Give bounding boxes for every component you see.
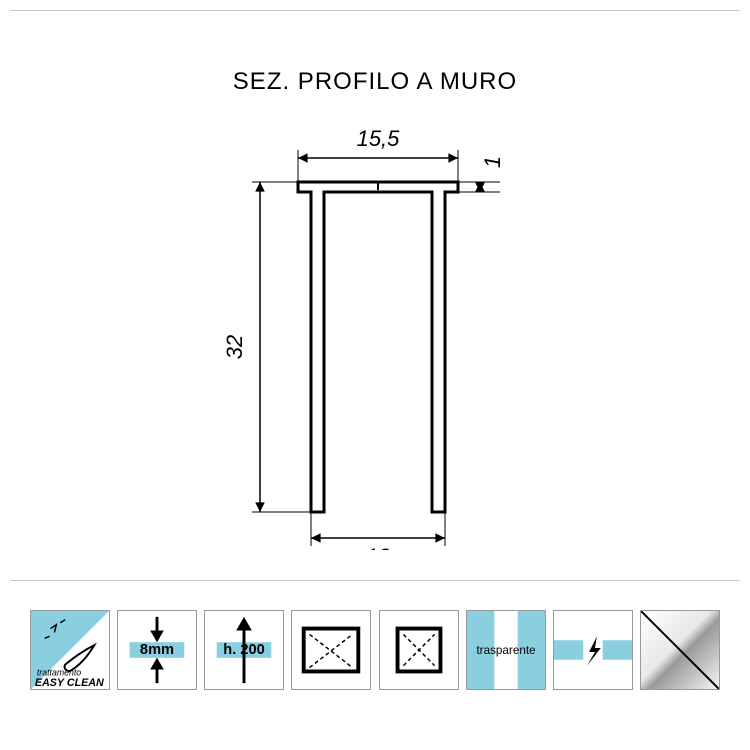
icon-bolt: [553, 610, 633, 690]
icon-height-label: h. 200: [224, 642, 265, 658]
icon-thickness-label: 8mm: [140, 642, 174, 658]
dim-outer-width: 15,5: [357, 126, 401, 151]
icon-transparent: trasparente: [466, 610, 546, 690]
technical-drawing: 15,5 1 32 13: [180, 110, 580, 550]
divider-top: [10, 10, 740, 11]
icon-thickness: 8mm: [117, 610, 197, 690]
icon-chrome: [640, 610, 720, 690]
drawing-title: SEZ. PROFILO A MURO: [0, 68, 750, 96]
dim-inner-width: 13: [366, 544, 391, 550]
icon-easy-clean-line2: EASY CLEAN: [35, 677, 104, 689]
icon-transparent-label: trasparente: [476, 644, 535, 657]
icon-easy-clean: trattamento EASY CLEAN: [30, 610, 110, 690]
icon-door-rect: [291, 610, 371, 690]
icon-door-square: [379, 610, 459, 690]
dim-lip: 1: [480, 156, 505, 168]
icon-height: h. 200: [204, 610, 284, 690]
icon-easy-clean-line1: trattamento: [37, 667, 81, 677]
feature-icons-row: trattamento EASY CLEAN 8mm h. 200: [30, 610, 720, 690]
dim-height: 32: [222, 335, 247, 359]
divider-mid: [10, 580, 740, 581]
